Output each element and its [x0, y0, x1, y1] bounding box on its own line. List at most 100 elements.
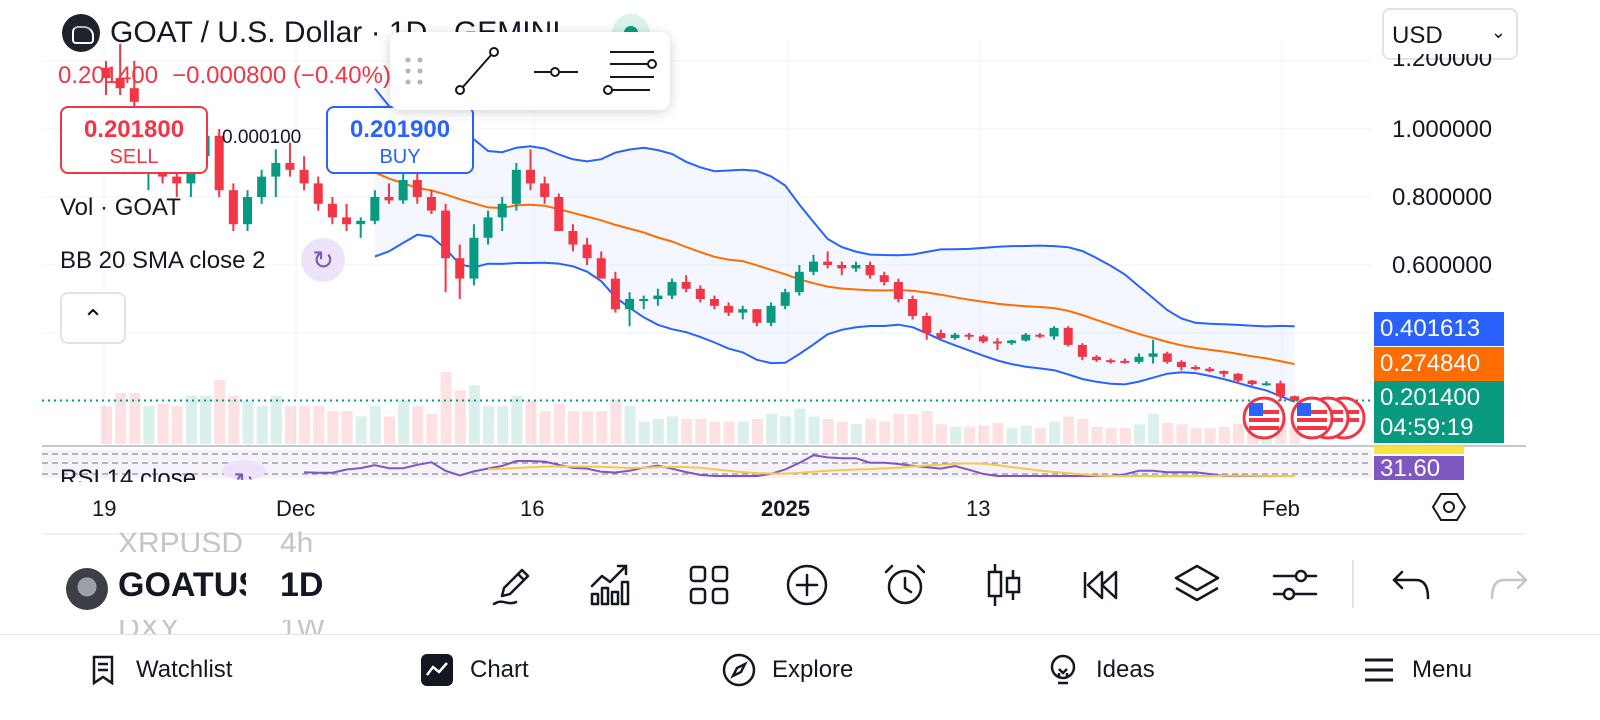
symbol-option-above[interactable]: XRPUSD [118, 527, 244, 552]
rsi-refresh-icon[interactable]: ↻ [222, 460, 266, 480]
trend-line-icon[interactable] [455, 47, 499, 95]
horizontal-ray-icon[interactable] [534, 67, 578, 77]
currency-select[interactable]: USD ⌄ [1382, 8, 1518, 60]
price-change: −0.000800 (−0.40%) [172, 62, 391, 89]
buy-button[interactable]: 0.201900 BUY [326, 106, 474, 174]
candle-body [639, 299, 649, 301]
bar-countdown: 04:59:19 [1380, 414, 1474, 441]
volume-bar [766, 413, 778, 444]
volume-bar [228, 395, 240, 444]
refresh-icon[interactable]: ↻ [301, 238, 345, 282]
candle-body [1205, 368, 1215, 372]
volume-bar [384, 416, 395, 444]
collapse-indicators-button[interactable]: ⌃ [60, 292, 126, 344]
candle-body [172, 176, 182, 184]
candle-body [370, 197, 380, 221]
redo-icon[interactable] [1484, 560, 1534, 610]
volume-bar [850, 424, 862, 444]
candle-body [1007, 340, 1017, 344]
candle-body [1162, 353, 1172, 362]
volume-bar [822, 419, 834, 444]
candle-body [214, 135, 224, 191]
volume-bar [681, 419, 693, 444]
volume-bar [214, 380, 226, 444]
interval-option-above[interactable]: 4h [280, 527, 314, 552]
interval-option-below[interactable]: 1W [280, 620, 325, 634]
rsi-line [304, 454, 1295, 477]
volume-bar [1077, 419, 1089, 444]
rsi-ma-line [488, 462, 1295, 477]
symbol-picker-current[interactable]: GOATUSD [118, 566, 246, 604]
chart-settings-icon[interactable] [1432, 490, 1466, 524]
volume-bar [200, 395, 212, 444]
nav-explore[interactable]: Explore [722, 650, 853, 690]
indicators-icon[interactable] [586, 560, 636, 610]
event-flags[interactable] [1242, 396, 1366, 440]
candle-body [1275, 383, 1285, 397]
volume-bar [270, 395, 282, 444]
time-axis-label: 16 [520, 496, 545, 521]
sell-button[interactable]: 0.201800 SELL [60, 106, 208, 174]
fib-retracement-icon[interactable] [603, 51, 657, 95]
volume-bar [780, 416, 792, 444]
nav-chart[interactable]: Chart [420, 650, 529, 690]
volume-bar [1190, 428, 1202, 444]
candle-body [285, 163, 295, 170]
candle-body [327, 203, 337, 218]
layouts-grid-icon[interactable] [684, 560, 734, 610]
volume-bar [596, 411, 608, 444]
nav-menu[interactable]: Menu [1362, 650, 1472, 690]
interval-picker-current[interactable]: 1D [280, 566, 324, 604]
volume-bar [143, 406, 155, 444]
layers-icon[interactable] [1172, 560, 1222, 610]
bollinger-indicator-label[interactable]: BB 20 SMA close 2 [60, 247, 266, 274]
add-plus-icon[interactable] [782, 560, 832, 610]
candle-body [271, 163, 281, 177]
volume-bar [1063, 416, 1075, 444]
volume-bar [695, 419, 707, 444]
nav-ideas[interactable]: Ideas [1046, 650, 1155, 690]
volume-bar [567, 411, 579, 444]
drag-handle-icon[interactable] [405, 57, 423, 85]
candle-body [625, 299, 635, 310]
rsi-indicator-label[interactable]: RSI 14 close [60, 465, 197, 482]
nav-watchlist[interactable]: Watchlist [86, 650, 232, 690]
volume-bar [101, 406, 112, 444]
price-chart[interactable] [0, 0, 1600, 540]
us-flag-icon[interactable] [1242, 396, 1286, 440]
candle-body [540, 183, 550, 197]
candle-body [129, 88, 139, 102]
candle-body [342, 217, 352, 225]
candle-style-icon[interactable] [978, 560, 1028, 610]
settings-sliders-icon[interactable] [1270, 560, 1320, 610]
undo-icon[interactable] [1386, 560, 1436, 610]
drawing-pencil-icon[interactable] [488, 560, 538, 610]
volume-bar [525, 400, 537, 444]
volume-bar [1133, 424, 1145, 444]
candle-body [1049, 327, 1059, 337]
sell-label: SELL [109, 146, 159, 168]
candle-body [879, 275, 889, 282]
alarm-clock-icon[interactable] [880, 560, 930, 610]
volume-bar [907, 413, 919, 444]
us-flag-icon[interactable] [1290, 396, 1334, 440]
compass-icon [722, 653, 756, 687]
volume-bar [992, 422, 1004, 444]
watchlist-icon [92, 655, 114, 686]
volume-indicator-label[interactable]: Vol · GOAT [60, 194, 181, 221]
candle-body [1120, 360, 1130, 363]
volume-bar [652, 419, 664, 444]
volume-bar [1091, 426, 1103, 444]
replay-rewind-icon[interactable] [1076, 560, 1126, 610]
candle-body [313, 183, 323, 204]
current-price-value: 0.201400 [1380, 384, 1481, 411]
volume-bar [412, 406, 424, 444]
bollinger-band-fill [374, 88, 1295, 402]
symbol-option-below[interactable]: DXY [118, 620, 246, 634]
volume-bar [667, 416, 678, 444]
candle-body [978, 336, 988, 342]
candle-body [724, 305, 734, 313]
candle-body [243, 197, 252, 225]
price-axis-label: 1.000000 [1392, 116, 1493, 143]
volume-bar [624, 406, 636, 444]
